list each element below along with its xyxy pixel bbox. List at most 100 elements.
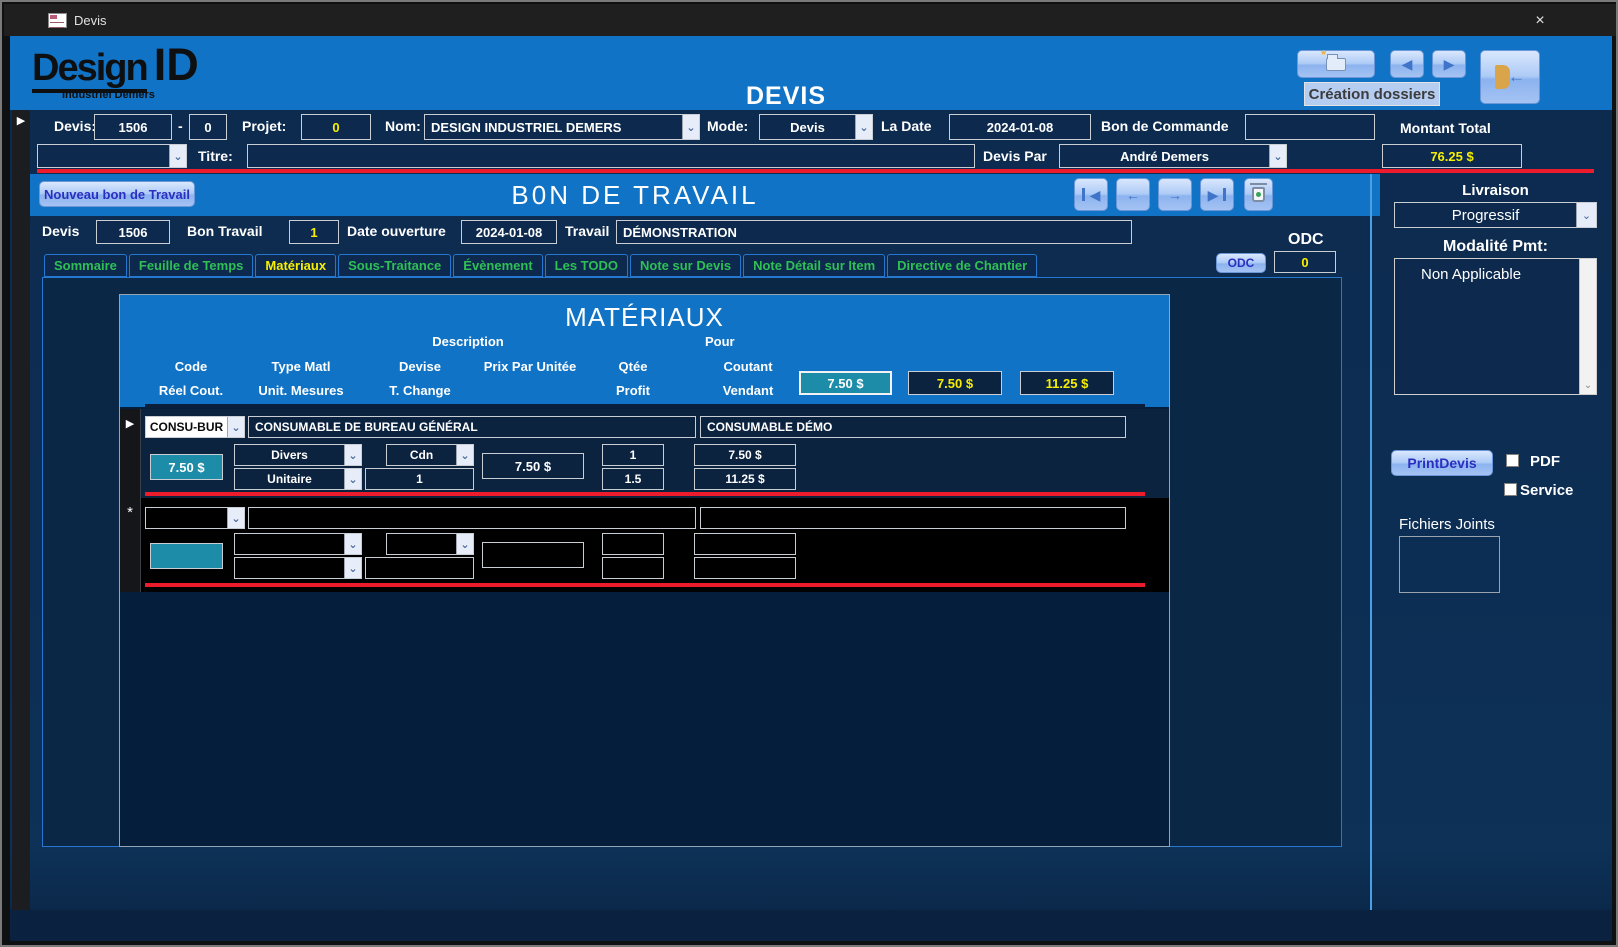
new-profit-field[interactable] — [602, 557, 664, 579]
new-folder-icon: * — [1321, 47, 1346, 71]
new-unit-mesures-combo[interactable]: ⌄ — [234, 557, 362, 579]
chevron-down-icon[interactable]: ⌄ — [344, 445, 361, 465]
tab-evenement[interactable]: Évènement — [453, 254, 543, 277]
new-prix-par-unitee-field[interactable] — [482, 542, 584, 568]
logo-id-text: ID — [153, 39, 199, 90]
exit-door-icon — [1495, 65, 1510, 89]
new-description-field[interactable] — [248, 507, 696, 529]
devise-combo[interactable]: Cdn ⌄ — [386, 444, 474, 466]
coutant-field[interactable]: 7.50 $ — [694, 444, 796, 466]
devis-par-combo-value: André Demers — [1120, 148, 1209, 164]
travail-label: Travail — [565, 223, 610, 239]
modalite-pmt-listbox[interactable]: Non Applicable ⌄ — [1394, 258, 1597, 395]
tab-sous-traitance[interactable]: Sous-Traitance — [338, 254, 452, 277]
modalite-pmt-item[interactable]: Non Applicable — [1421, 266, 1522, 283]
record-selector[interactable]: ▶ — [120, 409, 141, 498]
tab-note-detail-sur-item[interactable]: Note Détail sur Item — [743, 254, 886, 277]
livraison-combo[interactable]: Progressif ⌄ — [1394, 202, 1597, 228]
odc-button[interactable]: ODC — [1216, 253, 1266, 273]
mode-label: Mode: — [707, 118, 749, 134]
col-pour: Pour — [705, 334, 735, 349]
chevron-down-icon[interactable]: ⌄ — [1269, 145, 1286, 167]
new-coutant-field[interactable] — [694, 533, 796, 555]
nav-first-button[interactable]: ◀ — [1074, 178, 1108, 211]
bt-number-field[interactable]: 1 — [289, 220, 339, 244]
tab-les-todo[interactable]: Les TODO — [544, 254, 629, 277]
new-pour-field[interactable] — [700, 507, 1126, 529]
print-devis-button[interactable]: PrintDevis — [1391, 450, 1493, 476]
new-type-matl-combo[interactable]: ⌄ — [234, 533, 362, 555]
new-unit-mesures-combo-value — [235, 558, 344, 578]
nom-combo[interactable]: DESIGN INDUSTRIEL DEMERS ⌄ — [424, 114, 700, 140]
close-button[interactable]: × — [1535, 12, 1545, 29]
devis-number-field[interactable]: 1506 — [94, 114, 172, 140]
new-record-selector[interactable]: * — [120, 498, 141, 592]
create-folder-button[interactable]: * — [1297, 47, 1375, 78]
tab-note-sur-devis[interactable]: Note sur Devis — [630, 254, 742, 277]
livraison-combo-value: Progressif — [1451, 206, 1520, 224]
materiaux-title: MATÉRIAUX — [565, 302, 724, 332]
odc-field[interactable]: 0 — [1274, 251, 1336, 273]
header-prev-button[interactable]: ◀ — [1390, 50, 1424, 78]
pour-field[interactable]: CONSUMABLE DÉMO — [700, 416, 1126, 438]
description-field[interactable]: CONSUMABLE DE BUREAU GÉNÉRAL — [248, 416, 696, 438]
chevron-down-icon[interactable]: ⌄ — [456, 534, 473, 554]
chevron-down-icon[interactable]: ⌄ — [227, 417, 244, 437]
chevron-down-icon[interactable]: ⌄ — [682, 115, 699, 139]
tab-directive-de-chantier[interactable]: Directive de Chantier — [887, 254, 1038, 277]
type-combo[interactable]: ⌄ — [37, 144, 187, 168]
bt-devis-field[interactable]: 1506 — [96, 220, 170, 244]
new-vendant-field[interactable] — [694, 557, 796, 579]
chevron-down-icon[interactable]: ⌄ — [344, 558, 361, 578]
service-checkbox[interactable] — [1504, 483, 1517, 496]
delete-record-button[interactable] — [1244, 178, 1273, 211]
la-date-field[interactable]: 2024-01-08 — [949, 114, 1091, 140]
projet-field[interactable]: 0 — [301, 114, 371, 140]
listbox-scrollbar[interactable]: ⌄ — [1579, 259, 1596, 394]
total-vendant-field: 11.25 $ — [1020, 371, 1114, 395]
new-qtee-field[interactable] — [602, 533, 664, 555]
tab-sommaire[interactable]: Sommaire — [44, 254, 127, 277]
mode-combo[interactable]: Devis ⌄ — [759, 114, 873, 140]
bon-commande-field[interactable] — [1245, 114, 1375, 140]
nav-next-button[interactable]: → — [1158, 178, 1192, 211]
header-next-button[interactable]: ▶ — [1432, 50, 1466, 78]
vendant-field[interactable]: 11.25 $ — [694, 468, 796, 490]
qtee-field[interactable]: 1 — [602, 444, 664, 466]
tab-feuille-de-temps[interactable]: Feuille de Temps — [128, 254, 254, 277]
t-change-field[interactable]: 1 — [365, 468, 474, 490]
pdf-checkbox[interactable] — [1506, 454, 1519, 467]
date-ouverture-field[interactable]: 2024-01-08 — [461, 220, 557, 244]
new-devise-combo[interactable]: ⌄ — [386, 533, 474, 555]
chevron-down-icon[interactable]: ⌄ — [344, 469, 361, 489]
exit-button[interactable]: ← — [1480, 50, 1540, 104]
devis-revision-field[interactable]: 0 — [189, 114, 227, 140]
record-red-line — [145, 492, 1145, 496]
chevron-down-icon[interactable]: ⌄ — [855, 115, 872, 139]
profit-field[interactable]: 1.5 — [602, 468, 664, 490]
form-record-selector[interactable]: ▶ — [12, 110, 30, 912]
titre-field[interactable] — [247, 144, 975, 168]
creation-dossiers-button[interactable]: Création dossiers — [1304, 82, 1440, 106]
chevron-down-icon[interactable]: ⌄ — [169, 145, 186, 167]
tab-materiaux[interactable]: Matériaux — [255, 254, 337, 277]
fichiers-joints-box[interactable] — [1399, 536, 1500, 593]
nouveau-bon-travail-button[interactable]: Nouveau bon de Travail — [39, 181, 195, 207]
chevron-down-icon[interactable]: ⌄ — [456, 445, 473, 465]
nav-last-button[interactable]: ▶ — [1200, 178, 1234, 211]
nav-prev-button[interactable]: ← — [1116, 178, 1150, 211]
chevron-down-icon[interactable]: ⌄ — [344, 534, 361, 554]
chevron-down-icon[interactable]: ⌄ — [227, 508, 244, 528]
travail-field[interactable]: DÉMONSTRATION — [616, 220, 1132, 244]
devis-par-combo[interactable]: André Demers ⌄ — [1059, 144, 1287, 168]
unit-mesures-combo[interactable]: Unitaire ⌄ — [234, 468, 362, 490]
titre-label: Titre: — [198, 148, 233, 164]
new-t-change-field[interactable] — [365, 557, 474, 579]
devis-separator: - — [178, 118, 183, 134]
type-matl-combo[interactable]: Divers ⌄ — [234, 444, 362, 466]
new-code-combo[interactable]: ⌄ — [145, 507, 245, 529]
prix-par-unitee-field[interactable]: 7.50 $ — [482, 453, 584, 479]
code-combo[interactable]: CONSU-BUR ⌄ — [145, 416, 245, 438]
chevron-down-icon[interactable]: ⌄ — [1576, 203, 1596, 227]
form-icon — [48, 13, 67, 28]
